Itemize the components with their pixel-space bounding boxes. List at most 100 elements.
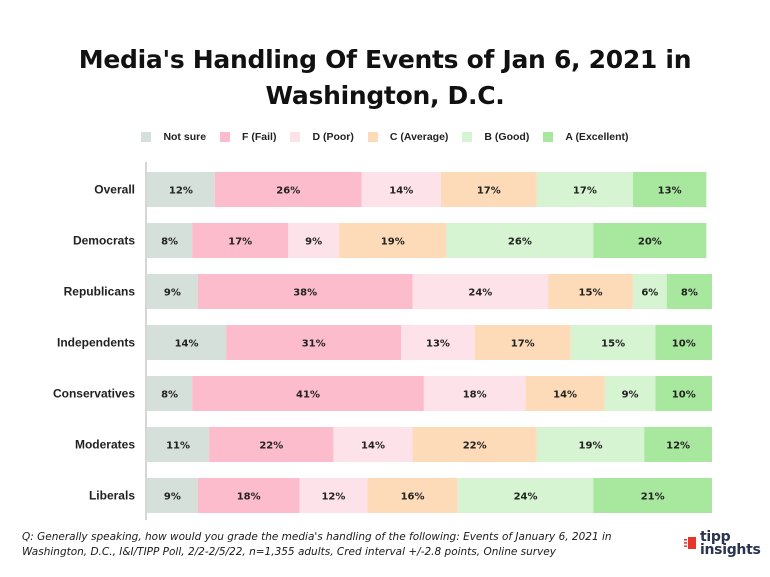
legend-item-not-sure: Not sure: [141, 131, 206, 143]
data-label: 18%: [237, 492, 261, 503]
legend-label: F (Fail): [242, 131, 277, 143]
logo-mark-icon: [684, 537, 696, 549]
data-label: 17%: [477, 186, 501, 197]
legend-label: Not sure: [163, 131, 207, 143]
bar-segment: [570, 325, 656, 360]
bar-segment: [214, 172, 362, 207]
data-label: 12%: [666, 441, 690, 452]
legend-swatch: [141, 132, 152, 142]
bar-segment: [655, 325, 712, 360]
legend-label: B (Good): [484, 131, 530, 143]
data-label: 15%: [579, 288, 603, 299]
data-label: 9%: [164, 288, 181, 299]
survey-footnote: Q: Generally speaking, how would you gra…: [22, 531, 612, 558]
data-label: 19%: [579, 441, 603, 452]
category-label: Overall: [94, 183, 135, 197]
legend-item-a-excellent: A (Excellent): [543, 131, 629, 143]
logo-text: tipp insights: [700, 529, 761, 558]
category-label: Republicans: [64, 285, 136, 299]
data-label: 14%: [175, 339, 199, 350]
bar-segment: [536, 427, 645, 462]
bar-segment: [604, 376, 656, 411]
bar-segment: [147, 325, 227, 360]
bar-row-conservatives: Conservatives 8% 41% 18% 14% 9% 10%: [53, 376, 712, 411]
bar-row-overall: Overall 12% 26% 14% 17% 17% 13%: [94, 172, 707, 207]
bar-segment: [192, 376, 424, 411]
bar-row-moderates: Moderates 11% 22% 14% 22% 19% 12%: [75, 427, 712, 462]
chart-title: Media's Handling Of Events of Jan 6, 202…: [0, 42, 770, 114]
bar-segment: [147, 376, 193, 411]
category-label: Independents: [57, 336, 135, 350]
bar-segment: [440, 172, 537, 207]
bar-row-republicans: Republicans 9% 38% 24% 15% 6% 8%: [64, 274, 712, 309]
data-label: 8%: [161, 237, 178, 248]
data-label: 13%: [426, 339, 450, 350]
legend-label: D (Poor): [312, 131, 354, 143]
bar-segment: [401, 325, 475, 360]
data-label: 11%: [166, 441, 190, 452]
category-label: Conservatives: [53, 387, 135, 401]
bar-row-democrats: Democrats 8% 17% 9% 19% 26% 20%: [73, 223, 707, 258]
data-label: 16%: [401, 492, 425, 503]
legend-swatch: [290, 132, 301, 142]
data-label: 22%: [463, 441, 487, 452]
legend-swatch: [220, 132, 231, 142]
bar-segment: [147, 223, 193, 258]
data-label: 14%: [553, 390, 577, 401]
legend-item-f-fail: F (Fail): [220, 131, 276, 143]
data-label: 12%: [321, 492, 345, 503]
data-label: 10%: [672, 339, 696, 350]
data-label: 19%: [381, 237, 405, 248]
data-label: 24%: [468, 288, 492, 299]
bar-row-independents: Independents 14% 31% 13% 17% 15% 10%: [57, 325, 712, 360]
bar-segment: [299, 478, 368, 513]
logo-text-tipp: tipp: [700, 529, 731, 545]
data-label: 9%: [622, 390, 639, 401]
legend-item-d-poor: D (Poor): [290, 131, 354, 143]
data-label: 15%: [601, 339, 625, 350]
data-label: 10%: [672, 390, 696, 401]
data-label: 8%: [161, 390, 178, 401]
bar-segment: [197, 274, 413, 309]
bar-segment: [666, 274, 712, 309]
category-label: Democrats: [73, 234, 135, 248]
bar-segment: [593, 223, 707, 258]
bar-segment: [147, 274, 198, 309]
bar-segment: [192, 223, 289, 258]
chart-title-line-2: Washington, D.C.: [265, 81, 505, 110]
legend-label: C (Average): [389, 131, 449, 143]
data-label: 38%: [293, 288, 317, 299]
bar-segment: [339, 223, 447, 258]
bar-segment: [525, 376, 605, 411]
bar-segment: [412, 274, 549, 309]
data-label: 12%: [169, 186, 193, 197]
legend-label: A (Excellent): [565, 131, 629, 143]
bar-segment: [655, 376, 712, 411]
category-label: Moderates: [75, 438, 135, 452]
legend-item-b-good: B (Good): [462, 131, 529, 143]
data-label: 21%: [641, 492, 665, 503]
bar-segment: [423, 376, 526, 411]
bar-segment: [632, 274, 667, 309]
chart-title-line-1: Media's Handling Of Events of Jan 6, 202…: [78, 45, 692, 74]
data-label: 26%: [508, 237, 532, 248]
data-label: 17%: [511, 339, 535, 350]
data-label: 9%: [305, 237, 322, 248]
data-label: 17%: [573, 186, 597, 197]
logo-text-insights: insights: [700, 542, 761, 558]
data-label: 14%: [361, 441, 385, 452]
data-label: 24%: [514, 492, 538, 503]
chart-legend: Not sure F (Fail) D (Poor) C (Average) B (Go…: [0, 131, 770, 143]
data-label: 26%: [276, 186, 300, 197]
bar-segment: [209, 427, 334, 462]
bar-segment: [412, 427, 537, 462]
bar-segment: [147, 478, 198, 513]
data-label: 18%: [463, 390, 487, 401]
bar-segment: [226, 325, 402, 360]
legend-swatch: [462, 132, 473, 142]
bar-segment: [446, 223, 594, 258]
data-label: 17%: [228, 237, 252, 248]
bar-segment: [457, 478, 594, 513]
data-label: 6%: [641, 288, 658, 299]
